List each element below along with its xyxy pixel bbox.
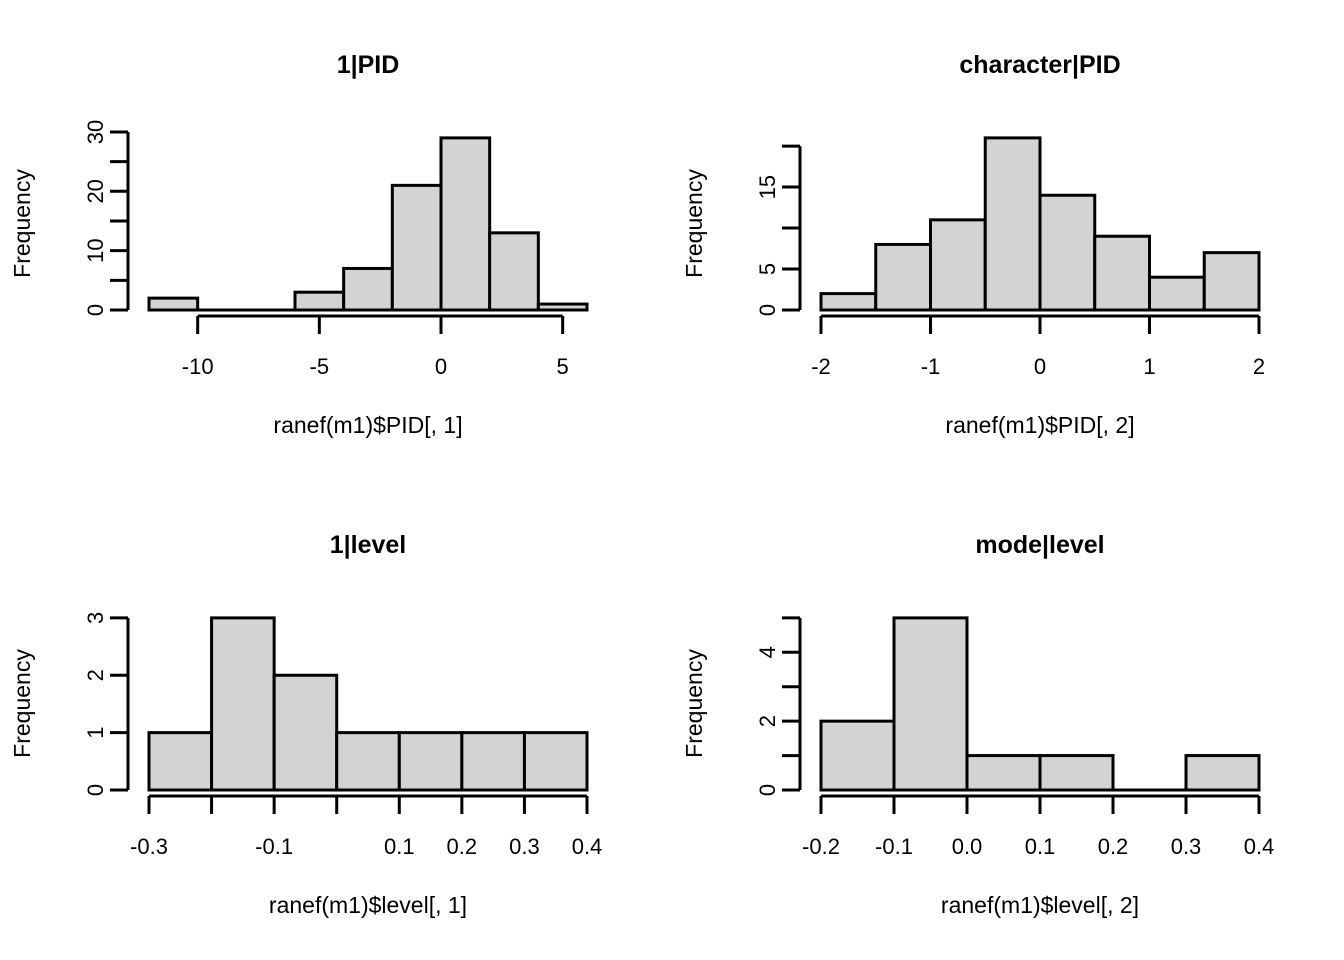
panel-mode-level: 0 2 4 -0.2 -0.1 0.0 0.1 0.2 0.3 0.4 mode|level rane… (672, 480, 1344, 960)
histogram-plot-mode-level: 0 2 4 -0.2 -0.1 0.0 0.1 0.2 0.3 0.4 mode|level rane… (681, 531, 1275, 918)
histogram-bar (335, 731, 401, 792)
histogram-plot-1-pid: 0 10 20 30 -10 -5 0 5 1|PID ranef(m1)$PID[, 1] Fre… (9, 51, 589, 438)
histogram-bar (293, 290, 346, 312)
panel-1-pid: 0 10 20 30 -10 -5 0 5 1|PID ranef(m1)$PID[, 1] Fre… (0, 0, 672, 480)
x-tick-label: -2 (811, 354, 831, 379)
histogram-bar (1184, 754, 1261, 792)
histogram-bar (819, 719, 896, 792)
x-tick-label: 0.4 (1244, 834, 1275, 859)
plot-title: mode|level (975, 531, 1104, 559)
x-tick-label: -0.3 (130, 834, 168, 859)
x-axis-label: ranef(m1)$PID[, 1] (273, 412, 462, 438)
histogram-bar (390, 183, 443, 312)
x-tick-label: 5 (557, 354, 569, 379)
histogram-bar (342, 266, 394, 312)
histogram-bar (272, 673, 339, 792)
x-tick-label: 0.1 (384, 834, 415, 859)
y-tick-label: 30 (83, 120, 108, 144)
y-tick-label: 3 (83, 612, 108, 624)
histogram-bar (874, 242, 932, 312)
histogram-bar (965, 754, 1042, 792)
x-tick-label: 0.0 (952, 834, 983, 859)
plot-title: 1|PID (337, 51, 400, 79)
x-tick-label: 0 (1034, 354, 1046, 379)
x-axis-label: ranef(m1)$level[, 1] (269, 892, 467, 918)
y-tick-label: 2 (83, 669, 108, 681)
histogram-bar (439, 136, 492, 312)
histogram-bar (522, 731, 589, 792)
histogram-bar (210, 616, 276, 792)
y-tick-label: 4 (755, 646, 780, 658)
x-tick-label: -1 (921, 354, 941, 379)
histogram-bar (1093, 234, 1151, 312)
histogram-bar (488, 231, 540, 312)
y-tick-label: 5 (755, 263, 780, 275)
y-tick-label: 15 (755, 175, 780, 199)
panel-character-pid: 0 5 15 -2 -1 0 1 2 character|PID ranef(m1)$PID[, … (672, 0, 1344, 480)
x-tick-label: 0.3 (1171, 834, 1202, 859)
x-tick-label: 1 (1143, 354, 1155, 379)
panel-1-level: 0 1 2 3 -0.3 -0.1 0.1 0.2 0.3 0.4 1|level ranef(m1)… (0, 480, 672, 960)
y-tick-label: 0 (83, 304, 108, 316)
y-tick-label: 20 (83, 179, 108, 203)
plot-title: 1|level (330, 531, 407, 559)
plot-title: character|PID (959, 51, 1120, 79)
histogram-bar (397, 731, 464, 792)
histogram-bar (460, 731, 526, 792)
y-axis-label: Frequency (9, 649, 35, 758)
histogram-plot-character-pid: 0 5 15 -2 -1 0 1 2 character|PID ranef(m1)$PID[, … (681, 51, 1265, 438)
y-axis-label: Frequency (681, 649, 707, 758)
x-tick-label: -0.2 (802, 834, 840, 859)
histogram-bar (929, 218, 987, 312)
x-tick-label: 0.1 (1025, 834, 1056, 859)
histogram-bar (983, 136, 1042, 312)
x-tick-label: 2 (1253, 354, 1265, 379)
y-tick-label: 0 (83, 784, 108, 796)
x-tick-label: -10 (182, 354, 214, 379)
x-tick-label: -0.1 (255, 834, 293, 859)
y-axis-label: Frequency (681, 169, 707, 278)
y-tick-label: 1 (83, 727, 108, 739)
y-tick-label: 10 (83, 238, 108, 262)
y-tick-label: 0 (755, 784, 780, 796)
histogram-bar (819, 292, 878, 312)
x-tick-label: -0.1 (875, 834, 913, 859)
y-tick-label: 2 (755, 715, 780, 727)
histogram-bar (1038, 193, 1097, 312)
x-tick-label: 0.2 (1098, 834, 1129, 859)
histogram-bar (1148, 275, 1206, 312)
y-axis-label: Frequency (9, 169, 35, 278)
histogram-bar (1202, 251, 1261, 312)
histogram-plot-1-level: 0 1 2 3 -0.3 -0.1 0.1 0.2 0.3 0.4 1|level ranef(m1)… (9, 531, 603, 918)
histogram-bar (1038, 754, 1115, 792)
histogram-bar (147, 296, 200, 312)
x-tick-label: -5 (310, 354, 330, 379)
x-tick-label: 0 (435, 354, 447, 379)
x-tick-label: 0.2 (447, 834, 478, 859)
histogram-bar (536, 302, 589, 312)
x-axis-label: ranef(m1)$PID[, 2] (945, 412, 1134, 438)
x-tick-label: 0.4 (572, 834, 603, 859)
x-tick-label: 0.3 (509, 834, 540, 859)
histogram-bar (892, 616, 969, 792)
y-tick-label: 0 (755, 304, 780, 316)
x-axis-label: ranef(m1)$level[, 2] (941, 892, 1139, 918)
histogram-bar (147, 731, 214, 792)
